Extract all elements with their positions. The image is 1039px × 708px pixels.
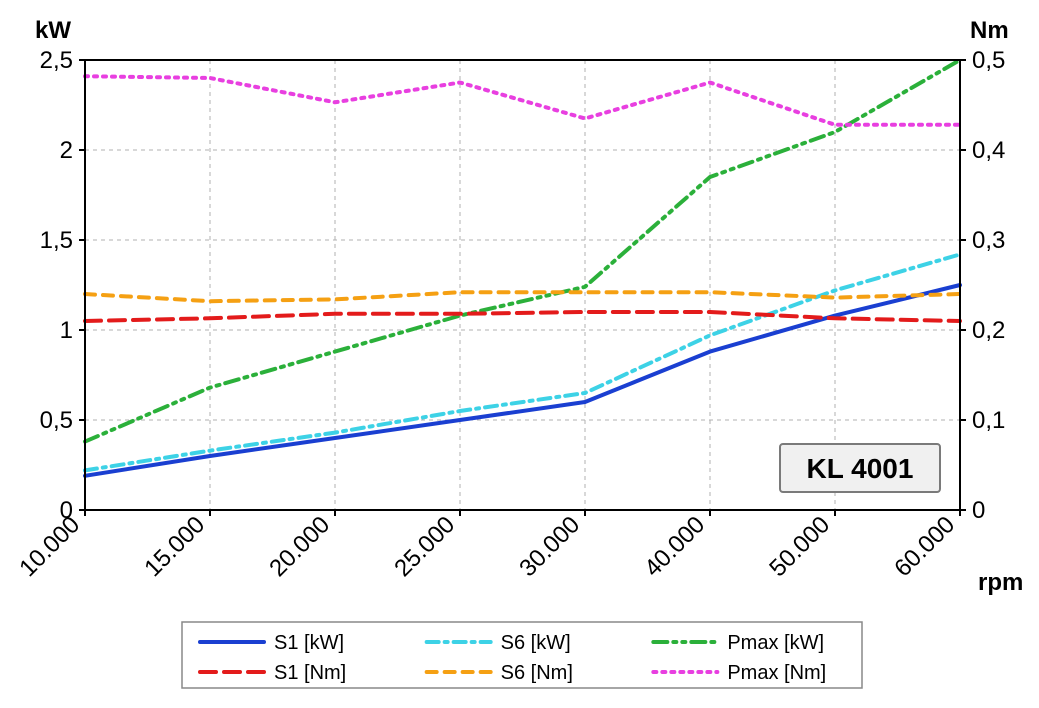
y-left-tick-label: 2,5 <box>40 47 73 74</box>
x-tick-label: 20.000 <box>264 511 335 582</box>
x-tick-label: 50.000 <box>764 511 835 582</box>
y-left-tick-label: 1 <box>60 317 73 344</box>
y-right-tick-label: 0,3 <box>972 227 1005 254</box>
y-left-tick-label: 2 <box>60 137 73 164</box>
chart-container: 00,511,522,500,10,20,30,40,510.00015.000… <box>10 10 1029 698</box>
x-tick-label: 40.000 <box>639 511 710 582</box>
legend-label: S6 [kW] <box>501 632 571 654</box>
y-right-tick-label: 0,2 <box>972 317 1005 344</box>
y-right-tick-label: 0 <box>972 497 985 524</box>
legend-label: Pmax [Nm] <box>727 662 826 684</box>
x-tick-label: 10.000 <box>14 511 85 582</box>
legend-label: Pmax [kW] <box>727 632 824 654</box>
y-right-tick-label: 0,4 <box>972 137 1005 164</box>
x-tick-label: 60.000 <box>889 511 960 582</box>
y-right-tick-label: 0,1 <box>972 407 1005 434</box>
y-right-axis-label: Nm <box>970 17 1009 44</box>
x-tick-label: 30.000 <box>514 511 585 582</box>
x-tick-label: 25.000 <box>389 511 460 582</box>
chart-svg: 00,511,522,500,10,20,30,40,510.00015.000… <box>10 10 1029 698</box>
y-right-tick-label: 0,5 <box>972 47 1005 74</box>
legend-label: S1 [kW] <box>274 632 344 654</box>
y-left-tick-label: 1,5 <box>40 227 73 254</box>
y-left-axis-label: kW <box>35 17 71 44</box>
inset-title-text: KL 4001 <box>807 453 914 484</box>
x-tick-label: 15.000 <box>139 511 210 582</box>
legend-label: S6 [Nm] <box>501 662 573 684</box>
y-left-tick-label: 0,5 <box>40 407 73 434</box>
x-axis-label: rpm <box>978 569 1023 596</box>
legend-label: S1 [Nm] <box>274 662 346 684</box>
